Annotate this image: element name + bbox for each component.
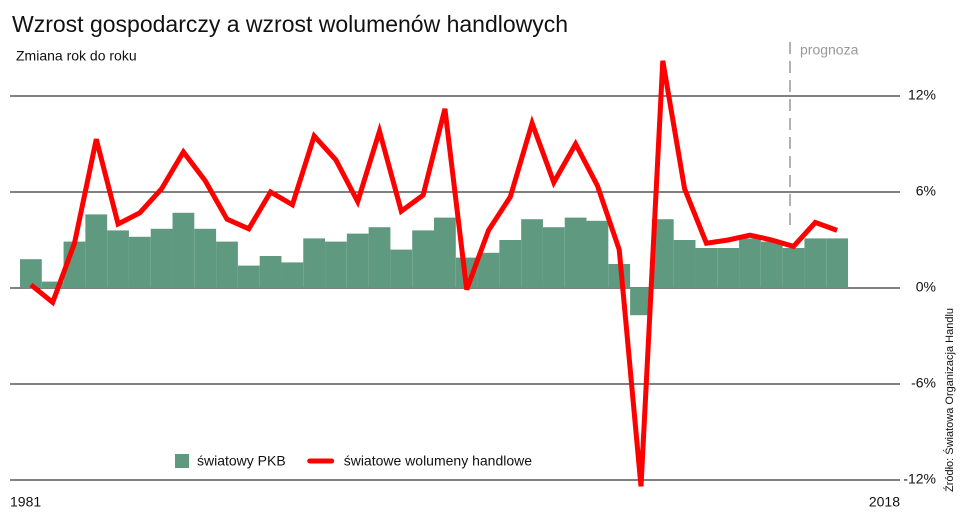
bar (150, 228, 173, 288)
chart-title: Wzrost gospodarczy a wzrost wolumenów ha… (12, 11, 568, 37)
chart-subtitle: Zmiana rok do roku (16, 48, 137, 64)
bar (673, 240, 696, 288)
bars (20, 212, 848, 316)
bar (434, 217, 456, 288)
y-tick-label: 12% (908, 87, 936, 103)
legend-label: światowe wolumeny handlowe (344, 453, 533, 469)
line (29, 60, 838, 487)
forecast-label: prognoza (800, 42, 859, 58)
bar (259, 256, 282, 288)
bar (303, 238, 326, 288)
bar (804, 238, 827, 288)
source: Źródło: Światowa Organizacja Handlu (943, 308, 956, 492)
lines (29, 60, 838, 487)
bar (325, 241, 347, 288)
bar (412, 230, 434, 288)
bar (346, 233, 369, 288)
bar (41, 281, 64, 288)
bar (194, 228, 217, 288)
bar (826, 238, 848, 288)
bar (630, 288, 652, 316)
legend-swatch (175, 454, 189, 468)
bar (542, 227, 565, 288)
bar (237, 265, 260, 288)
bar (499, 240, 522, 288)
bar (390, 249, 413, 288)
bar (368, 227, 391, 288)
bar (521, 219, 543, 288)
y-tick-label: 0% (916, 279, 936, 295)
bar (695, 248, 718, 288)
bar (85, 214, 108, 288)
y-tick-label: -12% (903, 471, 936, 487)
bar (107, 230, 129, 288)
y-tick-label: 6% (916, 183, 936, 199)
bar (586, 220, 609, 288)
bar (564, 217, 587, 288)
bar (739, 238, 761, 288)
bar (128, 236, 151, 288)
bar (20, 259, 42, 288)
bar (281, 262, 304, 288)
x-tick-label: 2018 (869, 494, 900, 510)
bar (651, 219, 674, 288)
bar (477, 252, 500, 288)
bar (216, 241, 238, 288)
y-tick-label: -6% (911, 375, 936, 391)
bar (717, 248, 740, 288)
legend-label: światowy PKB (197, 453, 286, 469)
x-tick-label: 1981 (10, 494, 41, 510)
bar (760, 241, 783, 288)
bar (782, 248, 805, 288)
labels: -12% -6% 0% 6% 12% 1981 2018 światowy PKB świato… (10, 87, 936, 510)
bar (172, 212, 195, 288)
